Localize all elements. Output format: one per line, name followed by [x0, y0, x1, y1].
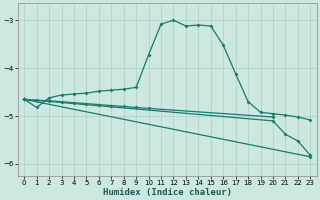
- X-axis label: Humidex (Indice chaleur): Humidex (Indice chaleur): [103, 188, 232, 197]
